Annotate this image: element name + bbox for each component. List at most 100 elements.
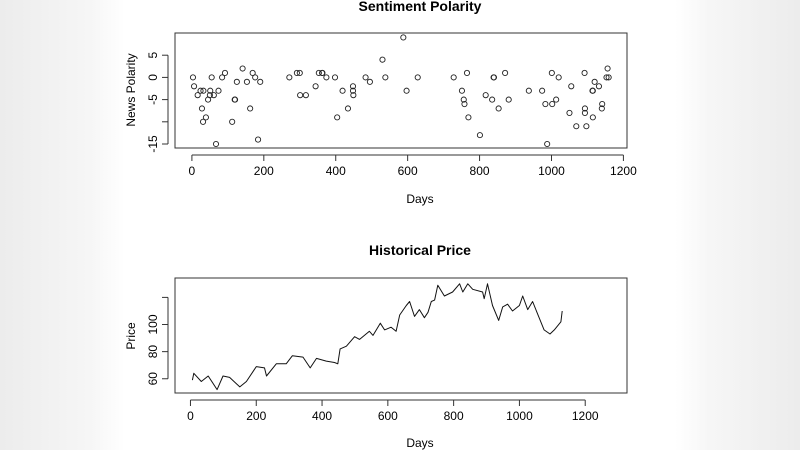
data-point	[525, 87, 532, 94]
data-point	[286, 74, 293, 81]
data-point	[219, 74, 226, 81]
data-point	[206, 92, 213, 99]
data-point	[482, 92, 489, 99]
price-line	[191, 283, 563, 391]
data-point	[257, 78, 264, 85]
data-point	[349, 83, 357, 90]
y-axis-label: Price	[124, 322, 138, 350]
data-point	[312, 83, 319, 90]
data-point	[581, 105, 588, 112]
data-point	[495, 105, 502, 112]
data-point	[549, 100, 556, 108]
y-axis-label: News Polarity	[124, 53, 138, 126]
x-axis-label: Days	[406, 192, 433, 206]
data-point	[604, 65, 611, 72]
plot-frame	[174, 32, 628, 149]
sentiment-chart: Sentiment Polarity Days News Polarity 0 2…	[124, 0, 637, 206]
x-tick-label: 200	[254, 164, 274, 178]
data-point	[476, 132, 483, 139]
data-point	[553, 96, 560, 103]
data-point	[339, 87, 346, 94]
data-point	[293, 69, 300, 77]
data-point	[249, 69, 256, 77]
data-point	[319, 69, 326, 77]
data-point	[243, 78, 250, 85]
x-tick-label: 400	[312, 409, 332, 423]
price-chart: Historical Price Days Price 0 200 400 600 80…	[124, 242, 628, 450]
data-point	[215, 87, 222, 94]
x-tick-label: 600	[398, 164, 418, 178]
x-tick-label: 200	[246, 409, 266, 423]
data-point	[589, 87, 596, 94]
x-tick-label: 1000	[538, 164, 565, 178]
data-point	[349, 87, 357, 94]
x-tick-label: 1000	[506, 409, 533, 423]
y-tick-label: -5	[146, 94, 160, 105]
data-point	[598, 105, 605, 112]
data-point	[566, 109, 573, 116]
data-point	[603, 74, 610, 81]
data-point	[544, 140, 551, 148]
data-point	[542, 100, 549, 108]
data-point	[302, 92, 309, 99]
data-point	[595, 83, 603, 90]
data-point	[460, 96, 467, 103]
data-point	[296, 69, 303, 77]
data-point	[382, 74, 389, 81]
x-tick-label: 0	[187, 409, 194, 423]
data-point	[255, 136, 262, 143]
data-point	[414, 74, 421, 81]
x-tick-label: 400	[326, 164, 346, 178]
y-tick-label: 5	[146, 52, 160, 59]
y-tick-label: 80	[146, 345, 160, 359]
data-point	[208, 74, 215, 81]
data-point	[194, 92, 201, 99]
x-tick-label: 800	[470, 164, 490, 178]
data-point	[581, 109, 588, 116]
data-point	[199, 118, 207, 125]
y-tick-label: -15	[146, 135, 160, 153]
data-point	[379, 56, 386, 63]
data-point	[191, 83, 198, 90]
data-point	[247, 105, 254, 112]
data-point	[334, 114, 341, 121]
data-point	[210, 92, 217, 99]
data-point	[323, 74, 330, 81]
y-tick-label: 0	[146, 74, 160, 81]
data-point	[581, 69, 588, 77]
data-point	[505, 96, 512, 103]
data-point	[207, 87, 214, 94]
data-point	[502, 69, 509, 77]
x-tick-label: 600	[378, 409, 398, 423]
data-point	[555, 74, 562, 81]
chart-title: Historical Price	[369, 242, 471, 258]
data-point	[465, 114, 472, 121]
data-point	[200, 87, 207, 94]
data-point	[344, 105, 352, 112]
data-point	[197, 87, 204, 94]
data-point	[599, 100, 606, 108]
data-point	[605, 74, 612, 81]
data-point	[489, 96, 496, 103]
data-point	[463, 69, 471, 77]
data-point	[252, 74, 259, 81]
x-tick-label: 1200	[572, 409, 599, 423]
data-point	[362, 74, 369, 81]
data-point	[331, 74, 339, 81]
chart-title: Sentiment Polarity	[359, 0, 482, 14]
data-point	[573, 123, 580, 130]
data-point	[232, 96, 239, 103]
y-tick-label: 100	[146, 314, 160, 334]
data-point	[233, 78, 240, 85]
data-point	[212, 140, 220, 148]
data-point	[461, 100, 468, 108]
data-point	[583, 123, 590, 130]
data-point	[189, 74, 197, 81]
data-point	[589, 114, 596, 121]
plot-frame	[174, 277, 628, 394]
data-point	[366, 78, 373, 85]
data-point	[400, 34, 407, 41]
data-point	[450, 74, 457, 81]
